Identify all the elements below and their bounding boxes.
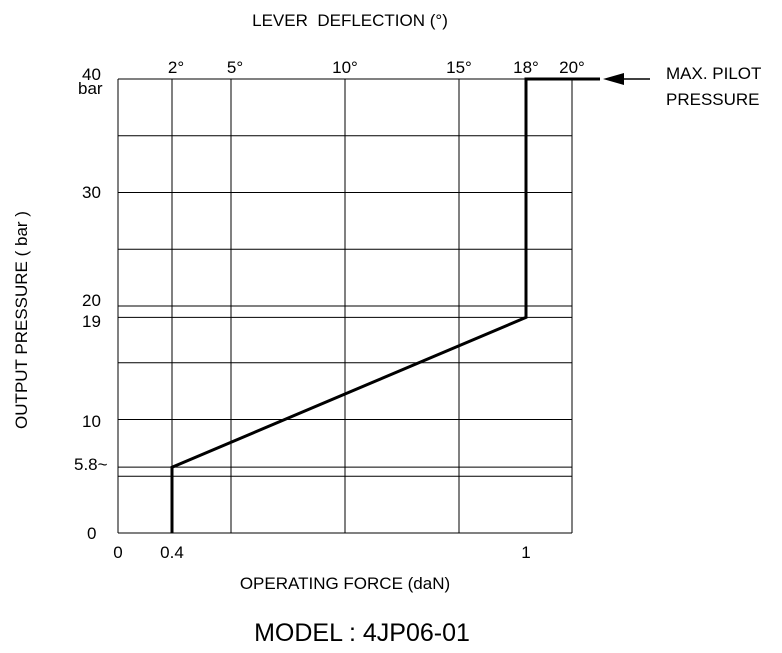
top-tick-label: 2°: [168, 58, 184, 77]
y-tick-label: 10: [82, 412, 101, 431]
top-tick-label: 10°: [332, 58, 358, 77]
top-tick-label: 20°: [559, 58, 585, 77]
top-axis-title: LEVER DEFLECTION (°): [252, 11, 448, 30]
top-tick-label: 18°: [513, 58, 539, 77]
y-tick-label: 5.8~: [74, 455, 108, 474]
annotation-text: MAX. PILOT: [666, 64, 761, 83]
x-tick-label: 0: [113, 543, 122, 562]
y-axis-title: OUTPUT PRESSURE ( bar ): [12, 211, 31, 429]
x-tick-label: 0.4: [160, 543, 184, 562]
x-axis-title: OPERATING FORCE (daN): [240, 574, 450, 593]
max-pilot-annotation: MAX. PILOT PRESSURE: [603, 64, 761, 109]
y-tick-label: 30: [82, 183, 101, 202]
annotation-text: PRESSURE: [666, 90, 760, 109]
y-unit-label: bar: [78, 79, 103, 98]
annotation-arrow-head: [603, 73, 624, 85]
top-tick-label: 5°: [227, 58, 243, 77]
chart-title: MODEL : 4JP06-01: [254, 619, 470, 647]
y-tick-label: 19: [82, 312, 101, 331]
grid-layer: [118, 79, 572, 533]
x-tick-label: 1: [521, 543, 530, 562]
y-tick-label: 20: [82, 291, 101, 310]
y-tick-label: 0: [87, 524, 96, 543]
top-tick-label: 15°: [446, 58, 472, 77]
